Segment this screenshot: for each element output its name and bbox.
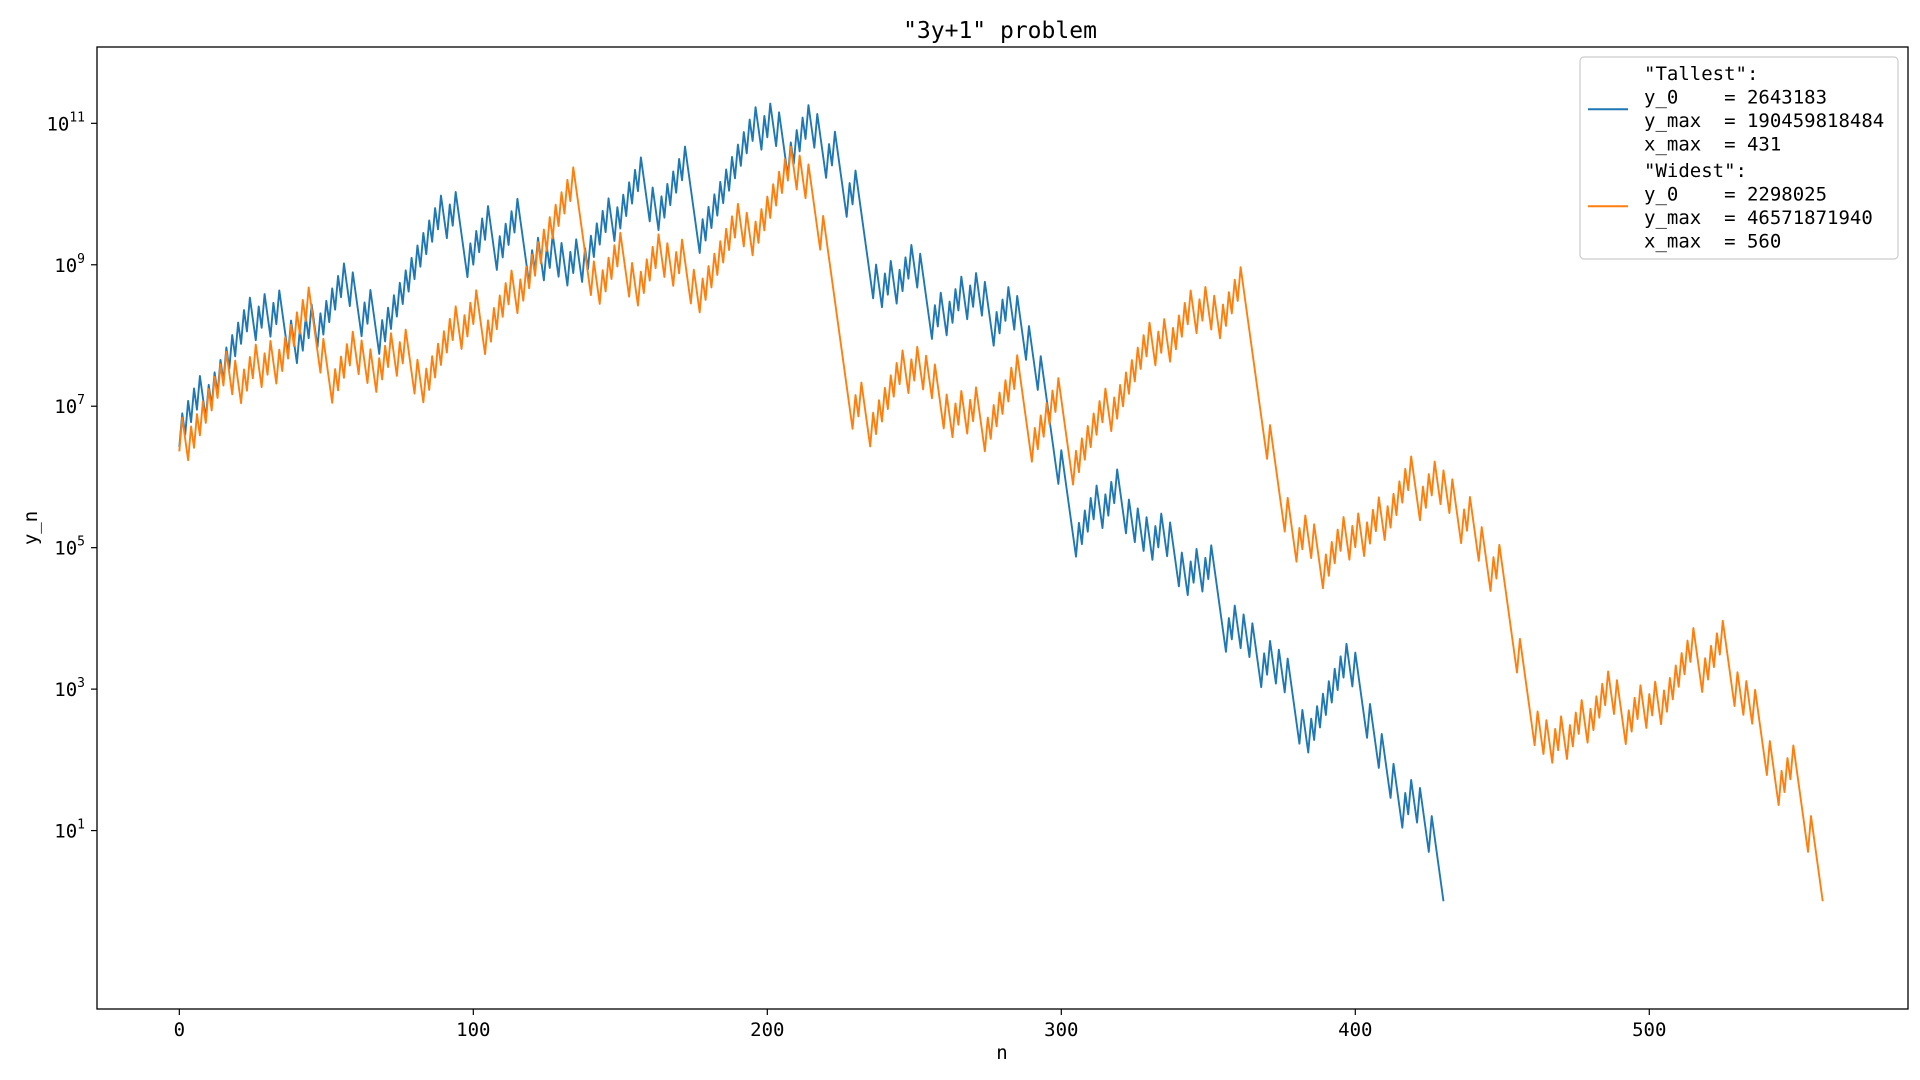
y-tick-label-5: 1011: [46, 110, 85, 135]
legend-label-1-0: "Widest":: [1644, 160, 1747, 182]
legend-box: [1579, 56, 1899, 260]
y-tick-label-0: 101: [54, 818, 85, 843]
legend-label-1-1: y_0 = 2298025: [1644, 184, 1827, 206]
x-tick-label-4: 400: [1338, 1019, 1372, 1041]
legend-label-0-3: x_max = 431: [1644, 134, 1781, 156]
x-axis: 0 100 200 300 400 500: [174, 1009, 1666, 1041]
y-axis: 101 103 105 107 109 1011: [46, 110, 97, 843]
x-tick-label-2: 200: [750, 1019, 784, 1041]
legend-label-1-3: x_max = 560: [1644, 231, 1781, 253]
x-tick-label-3: 300: [1044, 1019, 1078, 1041]
series-line-1: [178, 145, 1824, 902]
x-tick-label-1: 100: [456, 1019, 490, 1041]
plot-frame: [96, 46, 1909, 1010]
x-tick-label-0: 0: [174, 1019, 185, 1041]
y-tick-label-2: 105: [54, 535, 85, 560]
y-tick-label-1: 103: [54, 676, 85, 701]
y-tick-label-4: 109: [54, 252, 85, 277]
chart-title: "3y+1" problem: [903, 18, 1097, 44]
series-line-0: [178, 102, 1445, 902]
x-axis-label: n: [996, 1042, 1007, 1064]
legend-label-0-0: "Tallest":: [1644, 63, 1758, 85]
legend-label-0-2: y_max = 190459818484: [1644, 110, 1884, 132]
x-tick-label-5: 500: [1632, 1019, 1666, 1041]
y-axis-label: y_n: [20, 511, 42, 545]
series-layer: [178, 102, 1824, 902]
y-tick-label-3: 107: [54, 393, 85, 418]
legend-label-0-1: y_0 = 2643183: [1644, 87, 1827, 109]
legend-label-1-2: y_max = 46571871940: [1644, 207, 1873, 229]
